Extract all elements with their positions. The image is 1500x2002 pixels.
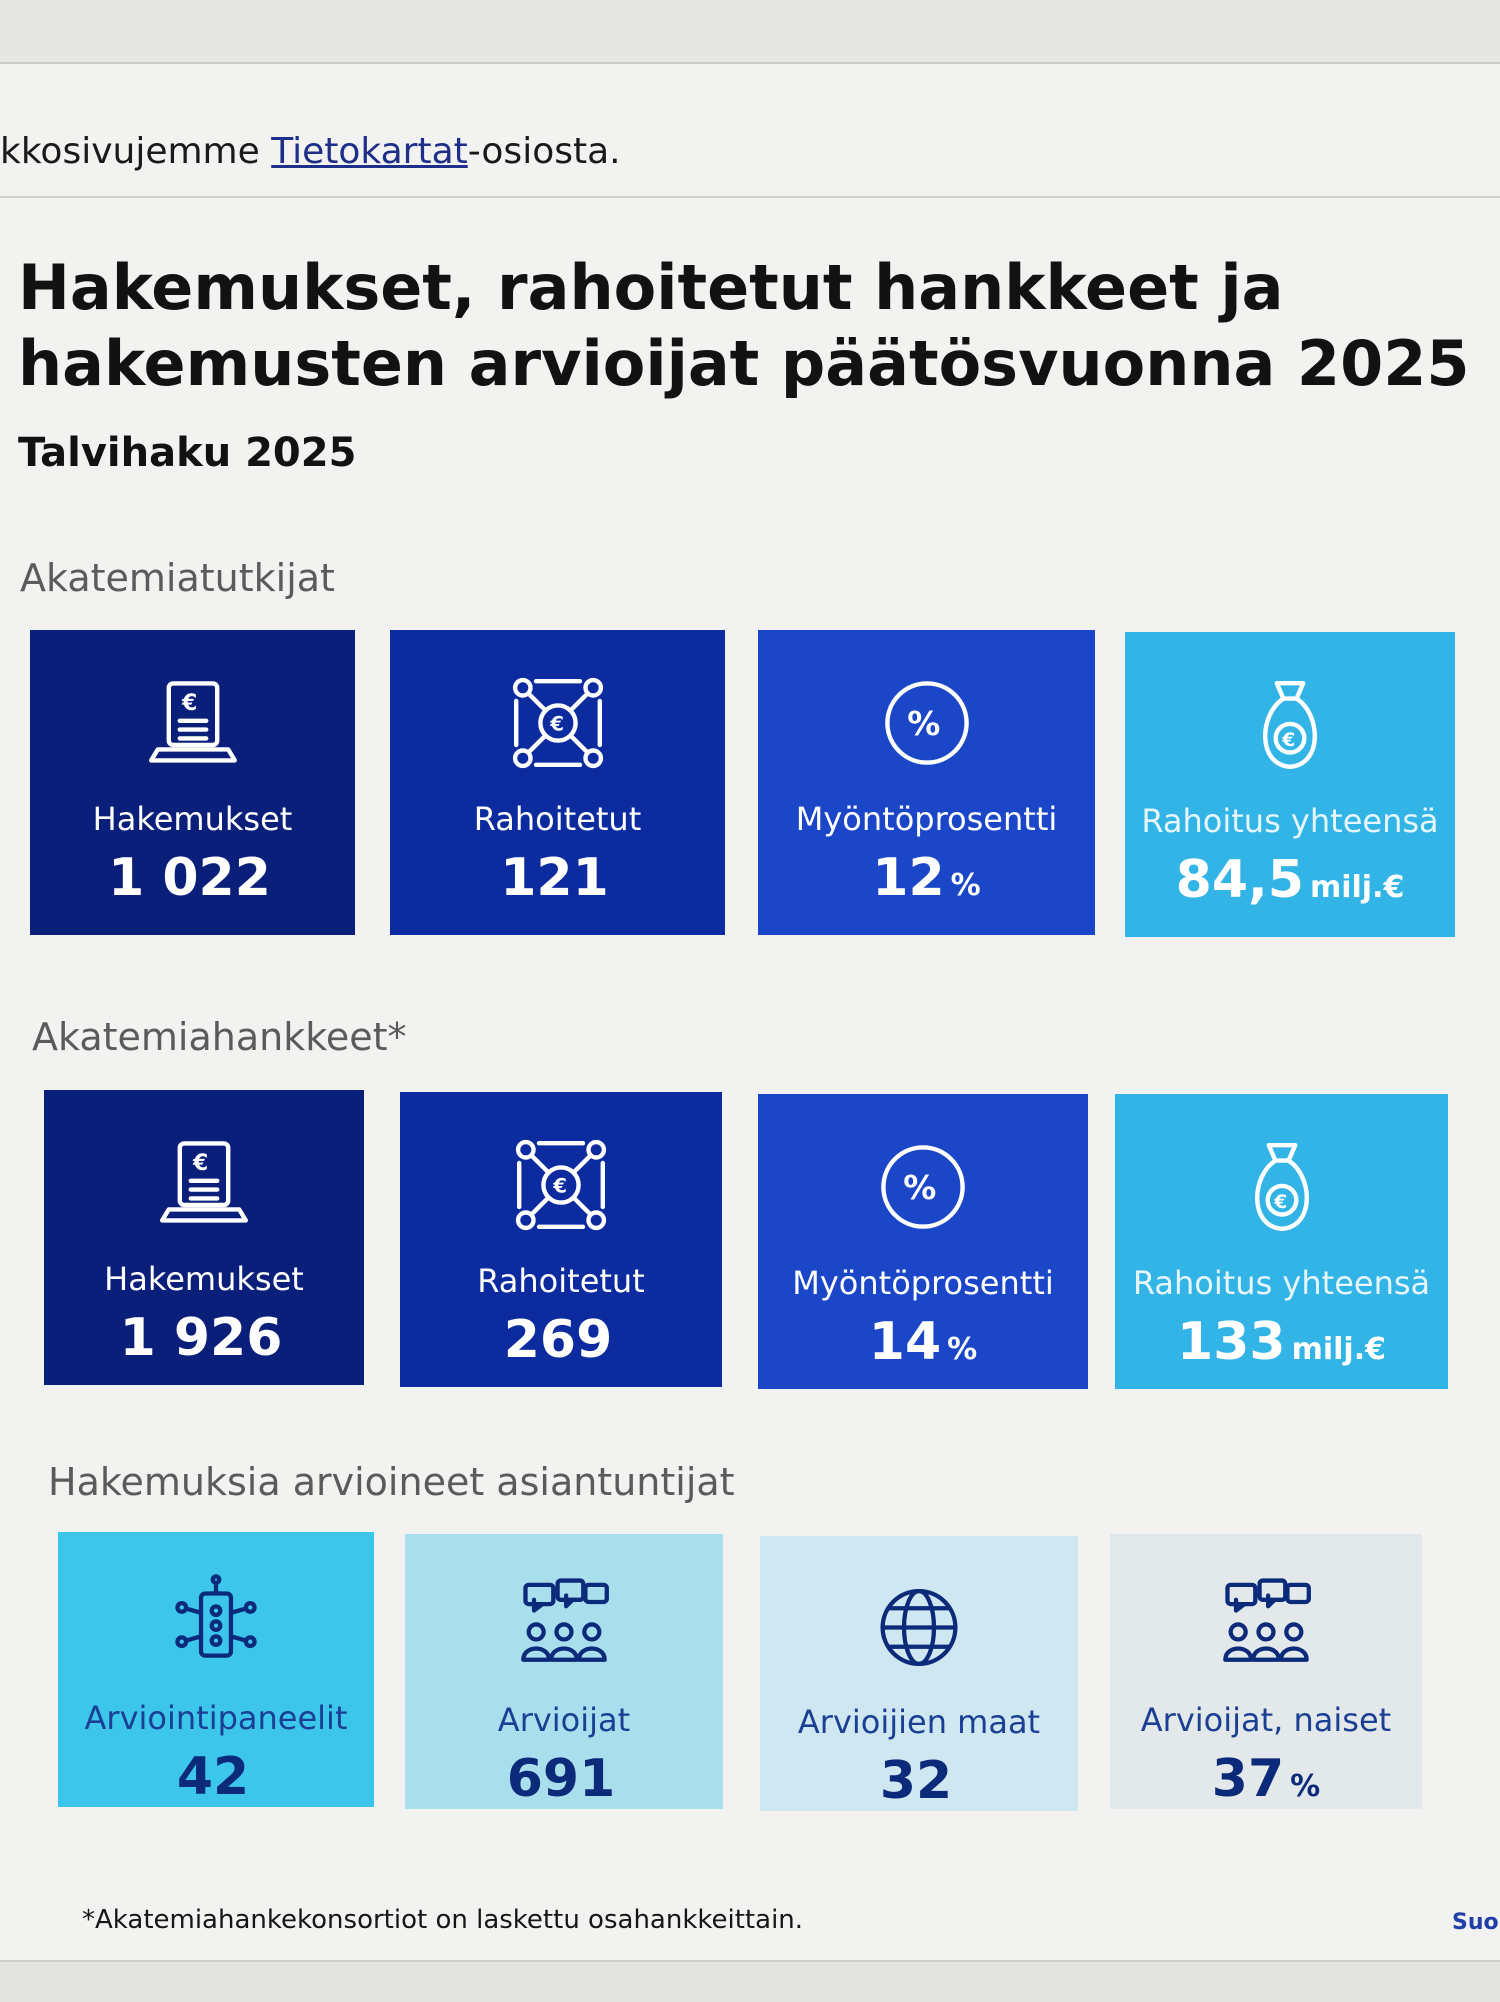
- euro-network-icon: €: [512, 677, 603, 769]
- stat-card-rahoitus-yhteensa: € Rahoitus yhteensä 133 milj.€: [1115, 1094, 1448, 1389]
- stat-card-arvioijien-maat: Arvioijien maat 32: [760, 1536, 1078, 1811]
- laptop-euro-icon: €: [148, 681, 237, 763]
- card-label: Arvioijat: [497, 1701, 631, 1739]
- intro-text: kkosivujemme Tietokartat-osiosta.: [0, 131, 621, 172]
- card-label: Arviointipaneelit: [84, 1699, 348, 1737]
- card-value: 133 milj.€: [1177, 1312, 1386, 1372]
- card-label: Arvioijien maat: [797, 1703, 1041, 1741]
- percent-circle-icon: %: [881, 1145, 965, 1229]
- card-label: Hakemukset: [92, 800, 293, 838]
- browser-top-edge: [0, 0, 1500, 64]
- svg-text:€: €: [552, 1175, 567, 1198]
- card-value: 1 926: [119, 1308, 283, 1368]
- card-label: Myöntöprosentti: [792, 1264, 1054, 1302]
- section-label-asiantuntijat: Hakemuksia arvioineet asiantuntijat: [48, 1460, 735, 1504]
- card-value: 37%: [1211, 1749, 1321, 1809]
- card-value: 12%: [872, 848, 981, 908]
- people-chat-icon: [1223, 1578, 1311, 1662]
- card-value: 691: [506, 1749, 616, 1809]
- card-label: Hakemukset: [104, 1260, 304, 1298]
- footnote: *Akatemiahankekonsortiot on laskettu osa…: [82, 1905, 804, 1935]
- card-label: Rahoitus yhteensä: [1132, 1264, 1431, 1302]
- card-label: Arvioijat, naiset: [1140, 1701, 1392, 1739]
- svg-text:%: %: [907, 704, 940, 743]
- people-chat-icon: [521, 1578, 609, 1662]
- money-bag-icon: €: [1263, 681, 1317, 769]
- page-title: Hakemukset, rahoitetut hankkeet ja hakem…: [18, 251, 1470, 400]
- globe-icon: [880, 1588, 958, 1667]
- svg-text:%: %: [903, 1168, 936, 1207]
- section-label-akatemiahankkeet: Akatemiahankkeet*: [32, 1015, 407, 1059]
- card-value: 42: [176, 1747, 250, 1807]
- stat-card-arviointipaneelit: Arviointipaneelit 42: [58, 1532, 374, 1807]
- stat-card-rahoitus-yhteensa: € Rahoitus yhteensä 84,5 milj.€: [1125, 632, 1455, 937]
- card-value: 1 022: [108, 848, 271, 908]
- percent-circle-icon: %: [884, 681, 969, 765]
- more-link[interactable]: Suor: [1452, 1910, 1500, 1935]
- card-value: 14%: [868, 1312, 978, 1372]
- section-label-akatemiatutkijat: Akatemiatutkijat: [20, 556, 335, 600]
- page-subtitle: Talvihaku 2025: [18, 430, 357, 476]
- svg-text:€: €: [549, 713, 564, 736]
- card-label: Rahoitus yhteensä: [1141, 802, 1439, 840]
- stat-card-myontoprosentti: % Myöntöprosentti 12%: [758, 630, 1095, 935]
- panel-network-icon: [175, 1574, 257, 1658]
- svg-text:€: €: [181, 691, 197, 716]
- tietokartat-link[interactable]: Tietokartat: [271, 131, 468, 172]
- stat-card-rahoitetut: € Rahoitetut 269: [400, 1092, 722, 1387]
- stat-card-arvioijat: Arvioijat 691: [405, 1534, 723, 1809]
- svg-text:€: €: [1281, 730, 1295, 751]
- card-value: 84,5 milj.€: [1175, 850, 1405, 910]
- card-value: 32: [879, 1751, 953, 1811]
- card-value: 121: [500, 848, 609, 908]
- euro-network-icon: €: [515, 1139, 607, 1231]
- svg-text:€: €: [1273, 1192, 1287, 1213]
- browser-bottom-edge: [0, 1960, 1500, 2002]
- stat-card-arvioijat-naiset: Arvioijat, naiset 37%: [1110, 1534, 1422, 1809]
- stat-card-rahoitetut: € Rahoitetut 121: [390, 630, 725, 935]
- card-label: Myöntöprosentti: [795, 800, 1058, 838]
- card-label: Rahoitetut: [473, 800, 642, 838]
- stat-card-hakemukset: € Hakemukset 1 926: [44, 1090, 364, 1385]
- divider: [0, 196, 1500, 198]
- money-bag-icon: €: [1254, 1143, 1309, 1231]
- svg-text:€: €: [192, 1151, 208, 1176]
- card-label: Rahoitetut: [477, 1262, 645, 1300]
- stat-card-myontoprosentti: % Myöntöprosentti 14%: [758, 1094, 1088, 1389]
- card-value: 269: [503, 1310, 613, 1370]
- stat-card-hakemukset: € Hakemukset 1 022: [30, 630, 355, 935]
- laptop-euro-icon: €: [160, 1141, 248, 1223]
